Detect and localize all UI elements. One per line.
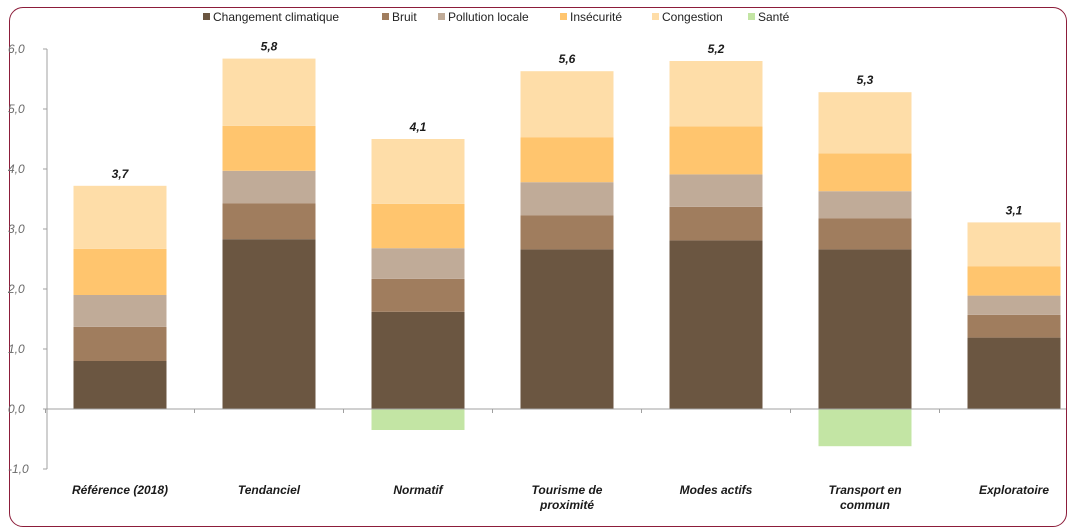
- total-label: 5,6: [559, 52, 576, 66]
- legend-label: Insécurité: [570, 10, 622, 24]
- bar-segment: [818, 409, 912, 447]
- legend-swatch: [652, 13, 659, 20]
- bar-segment: [818, 249, 912, 409]
- category-label: Tourisme de: [532, 483, 603, 497]
- total-label: 5,8: [261, 40, 278, 54]
- y-tick-label: 3,0: [8, 222, 25, 236]
- bar-segment: [222, 125, 316, 171]
- legend-label: Santé: [758, 10, 790, 24]
- bar-segment: [818, 153, 912, 192]
- legend-label: Congestion: [662, 10, 723, 24]
- bar-segment: [371, 311, 465, 409]
- bar-segment: [73, 248, 167, 295]
- legend-swatch: [382, 13, 389, 20]
- bar-segment: [520, 71, 614, 138]
- y-tick-label: 5,0: [8, 102, 25, 116]
- bar-segment: [818, 218, 912, 250]
- total-label: 3,1: [1006, 203, 1023, 217]
- bar-segment: [520, 182, 614, 216]
- y-tick-label: 2,0: [7, 282, 25, 296]
- bar-segment: [669, 126, 763, 175]
- bar-segment: [73, 185, 167, 249]
- legend-label: Bruit: [392, 10, 417, 24]
- x-axis: Référence (2018) Tendanciel Normatif Touris…: [43, 48, 1066, 511]
- y-tick-label: 4,0: [8, 162, 25, 176]
- bar-segment: [222, 58, 316, 126]
- category-label: Référence (2018): [72, 483, 168, 497]
- bar-segment: [520, 249, 614, 409]
- category-label: Tendanciel: [238, 483, 301, 497]
- bar-segment: [222, 239, 316, 409]
- bar-segment: [73, 295, 167, 327]
- bar-segment: [371, 139, 465, 204]
- bar-segment: [669, 206, 763, 241]
- bar-segment: [967, 337, 1061, 409]
- total-labels: 3,7 5,8 4,1 5,6 5,2 5,3 3,1: [112, 40, 1023, 218]
- y-tick-label: -1,0: [8, 462, 29, 476]
- bar-segment: [222, 170, 316, 204]
- bar-segment: [222, 203, 316, 240]
- legend-swatch: [203, 13, 210, 20]
- bar-segment: [967, 314, 1061, 338]
- bar-segment: [669, 174, 763, 207]
- legend-swatch: [748, 13, 755, 20]
- total-label: 3,7: [112, 167, 130, 181]
- bar-segment: [73, 326, 167, 361]
- legend-label: Changement climatique: [213, 10, 339, 24]
- legend-swatch: [438, 13, 445, 20]
- bar-segment: [818, 92, 912, 154]
- total-label: 5,3: [857, 73, 874, 87]
- category-label: commun: [840, 498, 890, 511]
- category-label: proximité: [539, 498, 594, 511]
- bar-segment: [73, 361, 167, 409]
- y-tick-label: 1,0: [8, 342, 25, 356]
- legend-swatch: [560, 13, 567, 20]
- category-label: Normatif: [393, 483, 443, 497]
- bar-segment: [520, 137, 614, 183]
- bar-segment: [669, 61, 763, 127]
- total-label: 5,2: [708, 42, 725, 56]
- bars: [73, 58, 1061, 447]
- bar-segment: [371, 409, 465, 430]
- bar-segment: [967, 222, 1061, 267]
- bar-segment: [967, 266, 1061, 296]
- category-label: Transport en: [828, 483, 901, 497]
- bar-segment: [371, 248, 465, 279]
- category-label: Modes actifs: [680, 483, 753, 497]
- category-label: Exploratoire: [979, 483, 1049, 497]
- y-tick-label: 6,0: [8, 42, 25, 56]
- bar-segment: [669, 240, 763, 409]
- y-tick-label: 0,0: [8, 402, 25, 416]
- bar-segment: [818, 191, 912, 219]
- stacked-bar-chart: Changement climatique Bruit Pollution loca…: [7, 10, 1066, 511]
- total-label: 4,1: [409, 120, 427, 134]
- bar-segment: [520, 215, 614, 250]
- legend: Changement climatique Bruit Pollution loca…: [203, 10, 790, 24]
- legend-label: Pollution locale: [448, 10, 529, 24]
- bar-segment: [371, 203, 465, 249]
- bar-segment: [967, 295, 1061, 315]
- y-axis: 6,0 5,0 4,0 3,0 2,0 1,0 0,0 -1,0: [7, 42, 29, 476]
- bar-segment: [371, 278, 465, 312]
